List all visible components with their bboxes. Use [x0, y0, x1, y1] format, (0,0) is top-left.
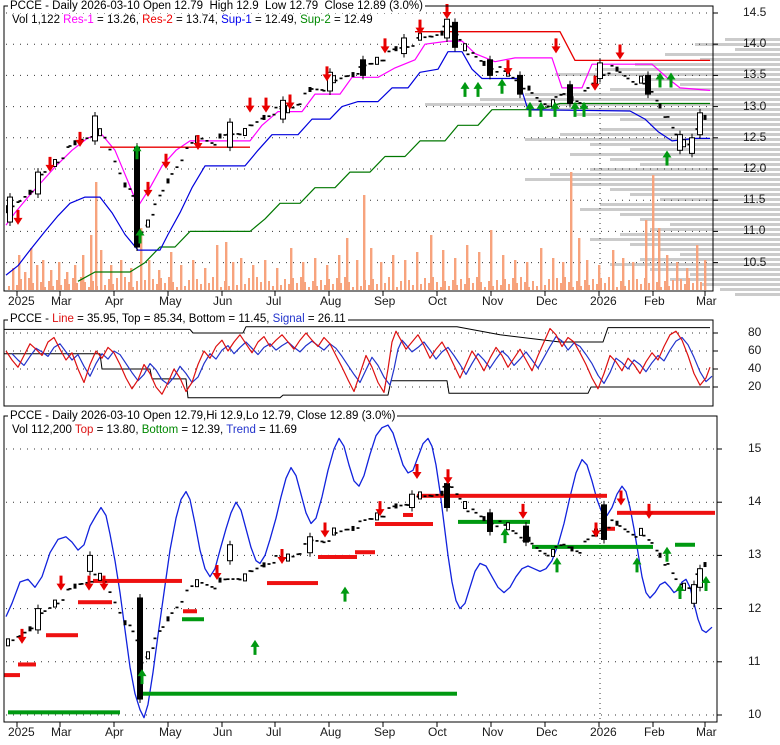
panel3-month-label: Oct	[428, 725, 447, 739]
panel3-month-label: Feb	[644, 725, 665, 739]
panel3-month-label: Jun	[213, 725, 233, 739]
panel3-y-axis-label: 15	[748, 441, 762, 455]
sup1-line	[5, 51, 710, 276]
panel3-month-label: 2025	[8, 725, 35, 739]
panel2-y-axis-label: 80	[748, 325, 762, 339]
panel1-legend-part: Sup-1	[221, 14, 252, 26]
panel3-legend-part: Bottom	[141, 424, 179, 436]
panel1-month-label: Mar	[696, 294, 717, 308]
panel3-month-label: Sep	[374, 725, 396, 739]
panel1-month-label: 2025	[8, 294, 35, 308]
panel3-legend-part: = 12.39,	[178, 424, 227, 436]
panel2-title-part: Signal	[272, 313, 305, 325]
panel1-month-label: May	[159, 294, 182, 308]
panel1-month-label: Nov	[482, 294, 504, 308]
panel3-y-axis-label: 11	[748, 653, 761, 668]
volume-bars	[8, 172, 707, 290]
bottom-level-segments	[8, 519, 695, 715]
panel3-legend-part: = 13.80,	[93, 424, 142, 436]
panel3-month-label: Mar	[696, 725, 717, 739]
panel1-y-axis-label: 12.5	[743, 129, 767, 144]
panel2-title: PCCE - Line = 35.95, Top = 85.34, Bottom…	[8, 313, 348, 326]
panel2-y-axis-label: 60	[748, 343, 762, 357]
panel1-month-label: Oct	[428, 294, 447, 308]
panel1-month-label: Jun	[213, 294, 233, 308]
panel3-candles	[6, 479, 707, 704]
panel3-legend-part: Vol 112,200	[12, 424, 75, 436]
panel1-y-axis-label: 10.5	[743, 254, 767, 269]
signal-line	[11, 336, 713, 386]
panel1-y-axis-label: 11.0	[743, 223, 766, 238]
panel2-frame	[3, 319, 718, 407]
panel1-legend-part: Res-2	[142, 14, 173, 26]
panel1-legend-part: Res-1	[63, 14, 94, 26]
panel1-month-label: Sep	[374, 294, 396, 308]
panel1-legend: Vol 1,122 Res-1 = 13.26, Res-2 = 13.74, …	[10, 14, 375, 27]
panel2-title-part: = 26.11	[304, 313, 346, 325]
panel3-month-label: Apr	[105, 725, 124, 739]
panel2-title-part: = 35.95, Top = 85.34, Bottom = 11.45,	[73, 313, 273, 325]
panel1-legend-part: = 12.49	[330, 14, 373, 26]
panel1-month-label: Dec	[536, 294, 558, 308]
panel3-month-label: Nov	[482, 725, 504, 739]
panel1-month-label: Feb	[644, 294, 665, 308]
oscillator-line	[5, 327, 711, 395]
panel1-month-label: Jul	[266, 294, 282, 308]
panel1-y-axis-label: 11.5	[743, 192, 766, 207]
panel1-y-axis-label: 12.0	[743, 161, 767, 175]
sup2-line	[77, 102, 710, 282]
panel1-frame	[3, 5, 718, 296]
panel1-legend-part: = 13.74,	[172, 14, 222, 26]
panel3-month-label: Jul	[266, 725, 282, 739]
panel2-y-axis-label: 40	[748, 361, 762, 375]
panel1-y-axis-label: 13.0	[743, 98, 767, 113]
panel3-y-axis-label: 12	[748, 600, 762, 615]
panel3-legend-part: = 11.69	[255, 424, 297, 436]
panel1-title: PCCE - Daily 2026-03-10 Open 12.79 High …	[8, 0, 425, 13]
panel3-month-label: May	[159, 725, 182, 739]
panel1-month-label: Aug	[320, 294, 342, 308]
panel3-signal-arrows	[17, 463, 711, 685]
panel1-signal-arrows	[13, 4, 676, 244]
panel3-month-label: Mar	[51, 725, 72, 739]
panel2-title-part: PCCE -	[10, 313, 53, 325]
panel3-legend-part: Top	[74, 424, 94, 436]
panel1-y-axis-label: 13.5	[743, 67, 767, 82]
panel1-legend-part: Sup-2	[300, 14, 331, 26]
panel3-month-label: 2026	[590, 725, 617, 739]
panel1-y-axis-label: 14.0	[743, 36, 767, 51]
panel3-legend-part: Trend	[226, 424, 256, 436]
panel3-month-label: Aug	[320, 725, 342, 739]
panel3-y-axis-label: 14	[748, 494, 762, 509]
res2-line	[100, 31, 710, 148]
panel2-y-axis-label: 20	[748, 379, 762, 393]
trend-line	[5, 424, 713, 719]
panel3-gridlines	[6, 418, 716, 720]
panel3-frame	[3, 415, 722, 727]
panel1-month-label: 2026	[590, 294, 617, 308]
oscillator-bands	[4, 326, 710, 399]
top-level-segments	[4, 493, 715, 678]
panel3-y-axis-label: 10	[748, 707, 762, 721]
panel2-title-part: Line	[52, 313, 74, 325]
panel1-gridlines	[6, 8, 712, 289]
panel3-month-label: Dec	[536, 725, 558, 739]
panel1-month-label: Apr	[105, 294, 124, 308]
panel1-legend-part: Vol 1,122	[12, 14, 64, 26]
panel1-y-axis-label: 14.5	[743, 5, 767, 19]
panel1-legend-part: = 13.26,	[93, 14, 143, 26]
panel1-legend-part: = 12.49,	[251, 14, 301, 26]
panel3-legend: Vol 112,200 Top = 13.80, Bottom = 12.39,…	[10, 424, 299, 437]
panel1-month-label: Mar	[51, 294, 72, 308]
panel3-title: PCCE - Daily 2026-03-10 Open 12.79,Hi 12…	[8, 410, 398, 423]
panel3-y-axis-label: 13	[748, 547, 762, 562]
